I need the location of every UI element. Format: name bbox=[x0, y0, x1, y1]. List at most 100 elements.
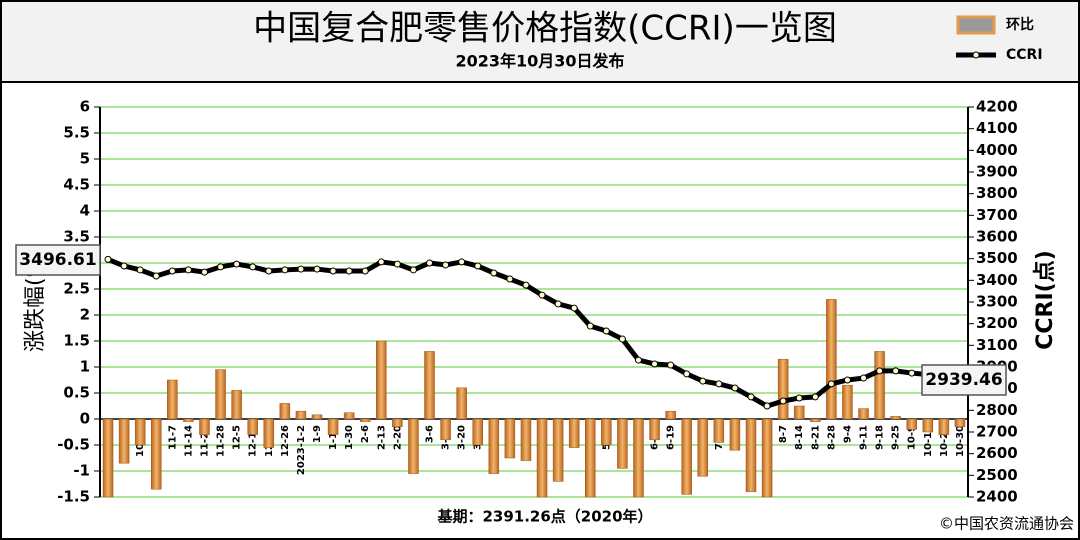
x-tick-label: 10-23 bbox=[939, 425, 950, 457]
ccri-point bbox=[200, 268, 208, 276]
y2-tick-label: 4200 bbox=[976, 98, 1018, 116]
ccri-point bbox=[634, 356, 642, 364]
ccri-point bbox=[458, 258, 466, 266]
x-tick-label: 12-26 bbox=[280, 425, 291, 457]
ccri-point bbox=[747, 393, 755, 401]
y2-tick-label: 2700 bbox=[976, 423, 1018, 441]
bar bbox=[424, 351, 435, 420]
bar bbox=[713, 418, 725, 443]
ccri-point bbox=[490, 269, 498, 277]
ccri-point bbox=[699, 377, 707, 385]
ccri-point bbox=[795, 394, 803, 402]
y2-tick-label: 3700 bbox=[976, 206, 1018, 224]
bar bbox=[842, 384, 853, 420]
x-tick-label: 9-18 bbox=[875, 425, 886, 450]
bar bbox=[440, 418, 451, 441]
x-tick-label: 11-14 bbox=[183, 425, 194, 457]
ccri-point bbox=[892, 367, 900, 375]
y2-tick-label: 2600 bbox=[976, 444, 1018, 462]
ccri-point bbox=[522, 281, 530, 289]
x-tick-label: 10-30 bbox=[955, 425, 966, 457]
plot-area bbox=[100, 107, 968, 497]
ccri-point bbox=[843, 376, 851, 384]
ccri-point bbox=[409, 266, 417, 274]
bar bbox=[247, 418, 258, 435]
y-tick-label: 5 bbox=[80, 150, 90, 168]
header bbox=[0, 0, 1080, 83]
bar bbox=[488, 418, 500, 474]
y-tick-label: 4 bbox=[80, 202, 90, 220]
x-tick-label: 9-25 bbox=[891, 425, 902, 450]
y-tick-label: -1.5 bbox=[57, 488, 90, 506]
bar bbox=[520, 418, 532, 461]
ccri-point bbox=[811, 393, 819, 401]
bar bbox=[697, 418, 709, 477]
value-label: 3496.61 bbox=[19, 250, 96, 270]
ccri-point bbox=[538, 291, 546, 299]
bar bbox=[167, 379, 178, 420]
ccri-point bbox=[827, 380, 835, 388]
ccri-point bbox=[442, 261, 450, 269]
bar bbox=[456, 387, 467, 420]
ccri-point bbox=[651, 360, 659, 368]
bar bbox=[890, 416, 901, 420]
x-tick-label: 1-16 bbox=[328, 425, 339, 450]
bar bbox=[327, 418, 339, 435]
y2-tick-label: 3800 bbox=[976, 184, 1018, 202]
ccri-point bbox=[377, 258, 385, 266]
y-tick-label: 1 bbox=[80, 358, 90, 376]
x-tick-label: 9-11 bbox=[859, 425, 870, 450]
x-tick-label: 1-9 bbox=[312, 425, 323, 443]
ccri-point bbox=[506, 275, 514, 283]
bar bbox=[359, 418, 371, 422]
y-tick-label: 0.5 bbox=[63, 384, 90, 402]
ccri-point bbox=[104, 255, 112, 263]
y-tick-label: 2 bbox=[80, 306, 90, 324]
bar bbox=[536, 418, 548, 498]
bar bbox=[263, 418, 275, 448]
bar bbox=[392, 418, 403, 428]
x-tick-label: 10-9 bbox=[907, 425, 918, 450]
y2-tick-label: 3300 bbox=[976, 293, 1018, 311]
x-tick-label: 11-7 bbox=[167, 425, 178, 450]
x-tick-label: 1-30 bbox=[344, 425, 355, 450]
bar bbox=[729, 418, 741, 451]
bar bbox=[745, 418, 757, 493]
bar bbox=[408, 418, 419, 474]
bar bbox=[199, 418, 210, 435]
bar bbox=[633, 418, 644, 498]
bar bbox=[617, 418, 628, 469]
ccri-point bbox=[217, 263, 225, 271]
ccri-point bbox=[876, 367, 884, 375]
bar bbox=[568, 418, 580, 448]
source: ©中国农资流通协会 bbox=[939, 515, 1074, 533]
bar bbox=[601, 418, 612, 446]
x-tick-label: 8-28 bbox=[826, 425, 837, 450]
bar bbox=[810, 418, 821, 422]
x-tick-label: 2-13 bbox=[376, 425, 387, 450]
base-note: 基期：2391.26点（2020年） bbox=[436, 508, 652, 526]
bar bbox=[151, 418, 162, 490]
x-tick-label: 8-14 bbox=[794, 425, 805, 450]
bar bbox=[376, 340, 387, 420]
ccri-point bbox=[474, 262, 482, 270]
y2-tick-label: 2500 bbox=[976, 466, 1018, 484]
ccri-point bbox=[779, 397, 787, 405]
ccri-point bbox=[586, 322, 594, 330]
ccri-point bbox=[763, 402, 771, 410]
x-tick-label: 2-6 bbox=[360, 425, 371, 443]
bar bbox=[649, 418, 660, 441]
bar bbox=[215, 369, 226, 420]
y2-tick-label: 3900 bbox=[976, 163, 1018, 181]
ccri-point bbox=[249, 263, 257, 271]
bar bbox=[922, 418, 934, 433]
ccri-point bbox=[184, 266, 192, 274]
ccri-point bbox=[281, 266, 289, 274]
y-tick-label: 0 bbox=[80, 410, 90, 428]
y2-tick-label: 3600 bbox=[976, 228, 1018, 246]
bar bbox=[231, 390, 242, 420]
ccri-point bbox=[297, 265, 305, 273]
ccri-point bbox=[361, 267, 369, 275]
y2-tick-label: 4000 bbox=[976, 141, 1018, 159]
y-tick-label: 2.5 bbox=[63, 280, 90, 298]
